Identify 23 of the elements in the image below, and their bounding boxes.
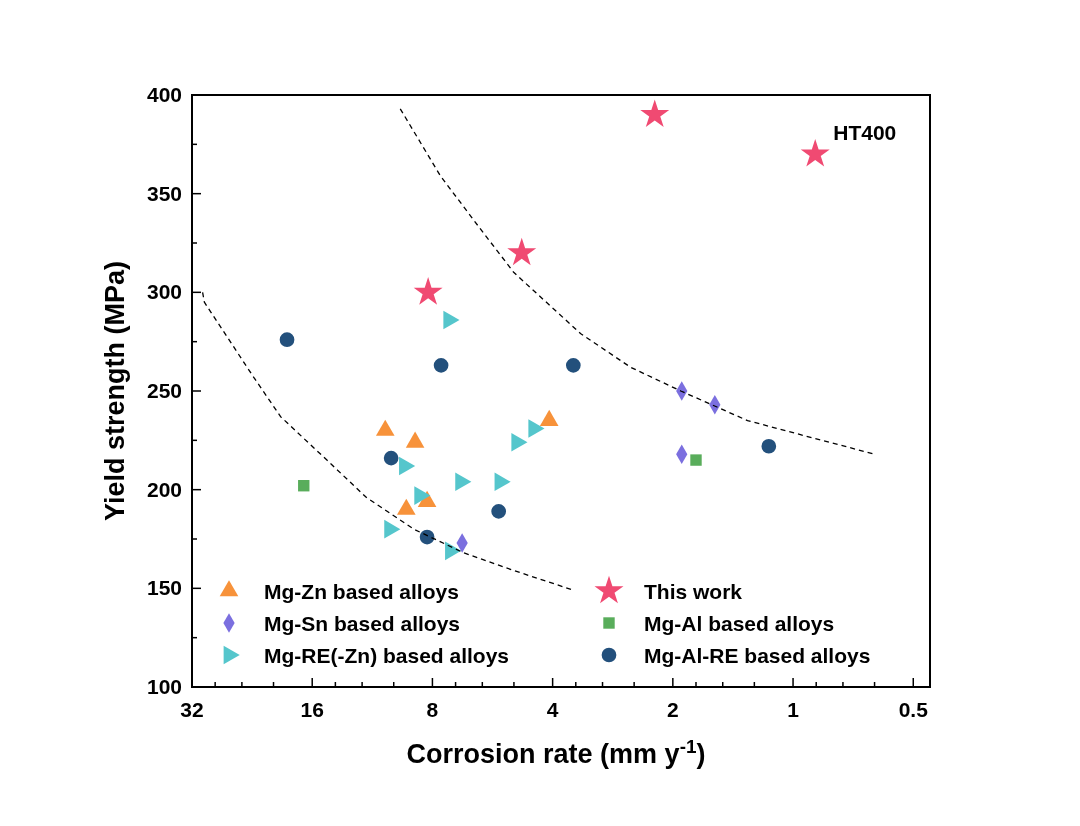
x-tick-label: 4	[546, 698, 559, 721]
x-tick-label: 16	[300, 698, 324, 721]
y-tick-label: 400	[146, 83, 182, 106]
y-tick-label: 200	[146, 477, 182, 501]
legend-label: Mg-RE(-Zn) based alloys	[264, 644, 510, 667]
x-tick-label: 1	[787, 698, 800, 721]
x-tick-label: 0.5	[898, 698, 929, 721]
y-tick-label: 300	[146, 280, 182, 304]
x-tick-label: 2	[667, 698, 679, 721]
y-tick-label: 250	[146, 379, 182, 402]
y-tick-label: 100	[146, 675, 182, 698]
annotation: HT400	[833, 121, 897, 145]
y-axis-title: Yield strength (MPa)	[100, 260, 130, 522]
legend-label: Mg-Zn based alloys	[264, 580, 459, 603]
y-tick-label: 150	[146, 576, 182, 600]
legend-label: This work	[644, 580, 743, 603]
x-axis-title: Corrosion rate (mm y$^{-1}$)	[406, 735, 706, 769]
legend-label: Mg-Al based alloys	[644, 612, 835, 635]
y-tick-label: 350	[146, 181, 182, 205]
legend-label: Mg-Sn based alloys	[264, 612, 461, 635]
x-tick-label: 32	[180, 698, 204, 721]
x-tick-label: 8	[426, 698, 439, 721]
legend-label: Mg-Al-RE based alloys	[644, 644, 871, 667]
